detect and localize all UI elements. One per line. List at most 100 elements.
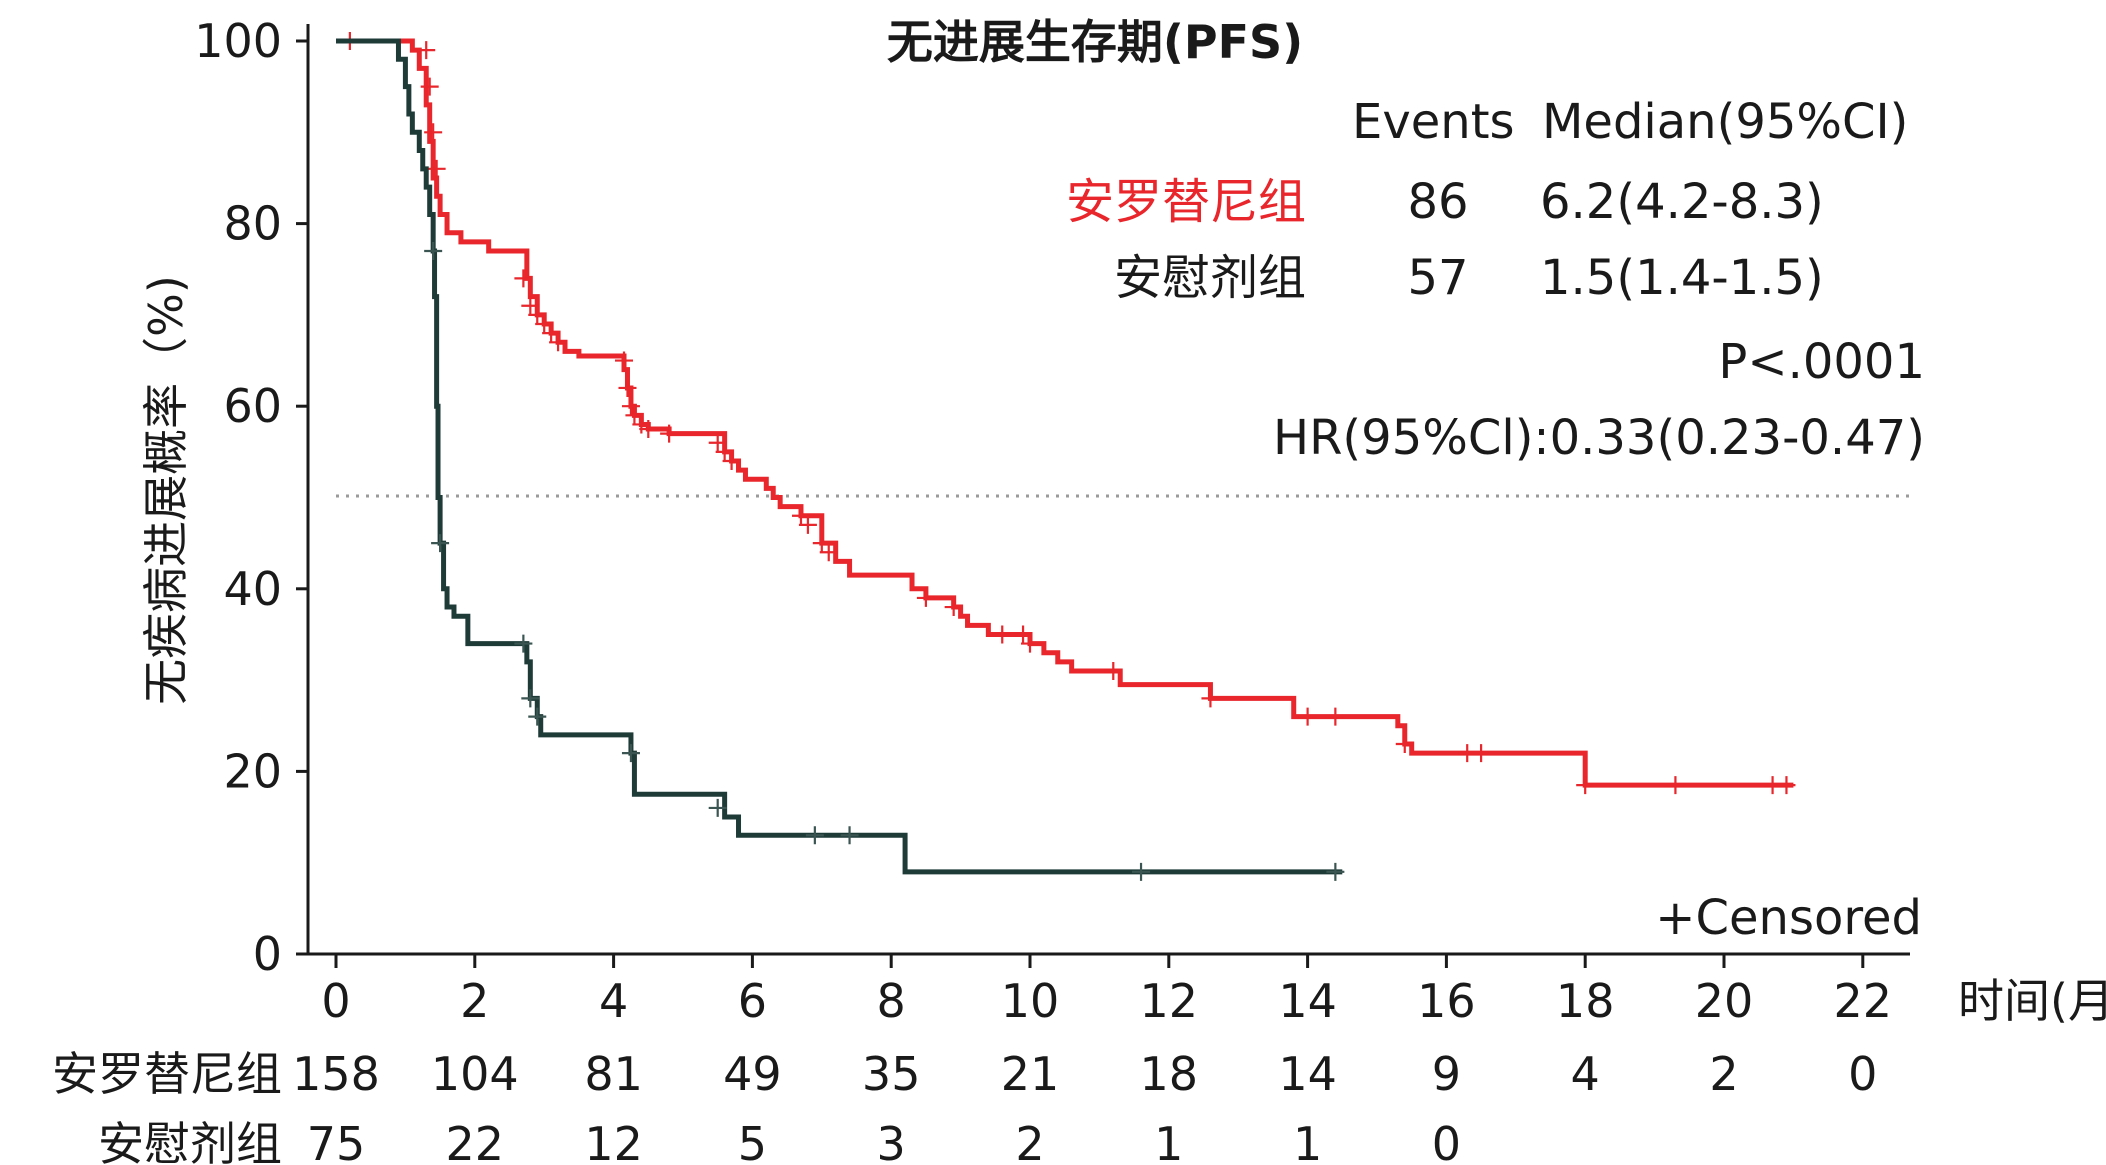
risk-table: 安罗替尼组 安慰剂组 158 104 81 49 35 21 18 14 9 4 2 075 22 12 5…: [52, 1047, 1877, 1165]
series-layer: [336, 32, 1796, 881]
y-ticks: 0 20 40 60 80 100: [194, 14, 308, 981]
censor-mark: [660, 424, 679, 443]
risk-cell: 4: [1571, 1047, 1600, 1101]
censor-mark: [621, 397, 640, 416]
censor-mark: [819, 543, 838, 562]
censor-mark: [639, 420, 658, 439]
censor-mark: [618, 378, 637, 397]
x-tick-label: 0: [321, 974, 350, 1028]
censor-mark: [424, 123, 443, 142]
risk-cell: 49: [723, 1047, 782, 1101]
risk-cell: 14: [1278, 1047, 1337, 1101]
censor-mark: [1014, 625, 1033, 644]
censor-mark: [424, 241, 443, 260]
risk-row-1-label: 安罗替尼组: [52, 1047, 282, 1101]
censor-mark: [521, 689, 540, 708]
y-tick-label: 100: [194, 14, 282, 68]
censor-mark: [1472, 744, 1491, 763]
censor-mark: [615, 351, 634, 370]
censor-mark: [1021, 634, 1039, 653]
x-tick-label: 18: [1556, 974, 1615, 1028]
risk-cell: 0: [1848, 1047, 1877, 1101]
legend-row-2-events: 57: [1407, 250, 1468, 306]
risk-cell: 75: [307, 1117, 366, 1165]
legend-row-1-name: 安罗替尼组: [1066, 174, 1306, 230]
censor-mark: [916, 588, 935, 607]
x-tick-label: 16: [1417, 974, 1476, 1028]
risk-cell: 104: [431, 1047, 519, 1101]
censor-mark: [1201, 689, 1220, 708]
risk-cell: 3: [877, 1117, 906, 1165]
x-tick-label: 22: [1834, 974, 1893, 1028]
censor-mark: [722, 451, 741, 470]
y-tick-label: 60: [223, 379, 282, 433]
hazard-ratio: HR(95%Cl):0.33(0.23-0.47): [1273, 410, 1925, 466]
censor-mark: [1326, 862, 1345, 881]
risk-cell: 1: [1293, 1117, 1322, 1165]
x-ticks: 0 2 4 6 8 10 12 14 16 18 20 22 时间(月): [321, 954, 2106, 1028]
censor-mark: [417, 41, 436, 60]
legend: Events Median(95%CI) 安罗替尼组 86 6.2(4.2-8.…: [1066, 94, 1925, 466]
risk-cell: 21: [1001, 1047, 1060, 1101]
legend-header-median: Median(95%CI): [1542, 94, 1908, 150]
censor-mark: [1104, 661, 1123, 680]
censor-mark: [1132, 862, 1151, 881]
censored-label: +Censored: [1655, 890, 1922, 946]
x-tick-label: 6: [738, 974, 767, 1028]
risk-cell: 12: [584, 1117, 643, 1165]
censor-mark: [427, 159, 446, 178]
series-2: [336, 38, 1345, 881]
risk-cell: 2: [1709, 1047, 1738, 1101]
censor-mark: [1576, 776, 1595, 795]
x-tick-label: 10: [1001, 974, 1060, 1028]
x-axis-label: 时间(月): [1958, 974, 2106, 1028]
censor-mark: [812, 534, 831, 553]
censor-mark: [944, 598, 963, 617]
legend-row-1-median: 6.2(4.2-8.3): [1540, 174, 1824, 230]
risk-cell: 2: [1015, 1117, 1044, 1165]
censor-mark: [708, 798, 727, 817]
risk-cell: 18: [1140, 1047, 1199, 1101]
x-tick-label: 14: [1278, 974, 1337, 1028]
y-tick-label: 80: [223, 197, 282, 251]
legend-row-2-name: 安慰剂组: [1114, 250, 1306, 306]
legend-row-2-median: 1.5(1.4-1.5): [1540, 250, 1824, 306]
censor-mark: [1298, 707, 1317, 726]
censor-mark: [542, 324, 561, 343]
censor-mark: [791, 506, 810, 525]
y-axis-label: 无疾病进展概率（%): [139, 275, 193, 705]
censor-mark: [1395, 735, 1414, 754]
x-tick-label: 4: [599, 974, 628, 1028]
censor-mark: [621, 744, 640, 763]
censor-mark: [420, 77, 439, 96]
p-value: P<.0001: [1718, 334, 1925, 390]
censor-mark: [798, 515, 817, 534]
x-tick-label: 8: [877, 974, 906, 1028]
risk-cell: 9: [1432, 1047, 1461, 1101]
risk-row-2-label: 安慰剂组: [98, 1117, 282, 1165]
censor-mark: [1326, 707, 1345, 726]
censor-mark: [805, 826, 824, 845]
chart-title: 无进展生存期(PFS): [887, 15, 1303, 69]
censor-mark: [1777, 776, 1796, 795]
risk-cell: 0: [1432, 1117, 1461, 1165]
series-1: [336, 32, 1796, 795]
censor-mark: [535, 315, 554, 334]
x-tick-label: 2: [460, 974, 489, 1028]
censor-mark: [514, 634, 533, 653]
risk-cell: 158: [292, 1047, 380, 1101]
censor-mark: [715, 442, 734, 461]
risk-cell: 22: [446, 1117, 505, 1165]
risk-cell: 1: [1154, 1117, 1183, 1165]
censor-mark: [528, 305, 547, 324]
censor-mark: [514, 269, 533, 288]
x-tick-label: 20: [1695, 974, 1754, 1028]
y-tick-label: 20: [223, 744, 282, 798]
legend-header-events: Events: [1352, 94, 1515, 150]
legend-row-1-events: 86: [1407, 174, 1468, 230]
x-tick-label: 12: [1140, 974, 1199, 1028]
series-2-line: [336, 38, 1343, 875]
censor-mark: [993, 625, 1012, 644]
y-tick-label: 0: [253, 927, 282, 981]
